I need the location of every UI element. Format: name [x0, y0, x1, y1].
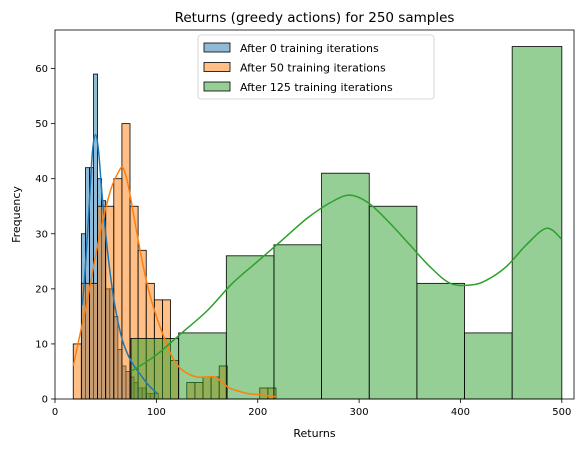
bar-series-1-bin-4 — [105, 205, 115, 400]
x-tick-label-2: 200 — [248, 407, 267, 418]
y-tick-label-2: 20 — [35, 284, 48, 295]
y-axis: 0 10 20 30 40 50 60 — [35, 64, 55, 406]
legend-swatch-2 — [203, 81, 231, 92]
kde-line-series-0 — [81, 133, 158, 395]
x-axis-label: Returns — [293, 427, 336, 440]
kde-layer — [72, 133, 563, 398]
bar-series-1-bin-3 — [97, 205, 107, 400]
kde-line-series-2 — [130, 194, 563, 373]
x-tick-label-0: 0 — [52, 407, 58, 418]
bar-series-2-bin-6 — [416, 282, 465, 400]
y-tick-label-6: 60 — [35, 64, 48, 75]
bar-series-2-bin-2 — [225, 255, 275, 400]
chart-title: Returns (greedy actions) for 250 samples — [175, 10, 455, 26]
x-tick-label-3: 300 — [350, 407, 369, 418]
legend-entry-0: After 0 training iterations — [240, 42, 379, 55]
y-tick-label-3: 30 — [35, 229, 48, 240]
bar-series-2-bin-4 — [321, 172, 370, 400]
bar-series-2-bin-3 — [273, 244, 322, 400]
y-tick-label-0: 0 — [42, 395, 48, 406]
x-tick-label-5: 500 — [552, 407, 571, 418]
bar-series-1-bin-2 — [89, 282, 98, 400]
bar-series-2-bin-7 — [464, 332, 513, 400]
bar-series-1-bin-5 — [113, 178, 123, 400]
bar-series-2-bin-5 — [368, 205, 418, 400]
x-axis: 0 100 200 300 400 500 — [52, 399, 571, 418]
legend: After 0 training iterations After 50 trai… — [197, 34, 435, 100]
bar-series-2-bin-8 — [511, 46, 563, 400]
legend-swatch-1 — [203, 62, 231, 72]
legend-swatch-0 — [203, 42, 231, 53]
y-axis-label: Frequency — [10, 186, 23, 243]
y-tick-label-5: 50 — [35, 119, 48, 130]
y-tick-label-4: 40 — [35, 174, 48, 185]
legend-entry-2: After 125 training iterations — [240, 81, 393, 94]
bar-series-1-bin-0 — [72, 343, 82, 400]
plot-area-frame — [54, 29, 575, 400]
legend-entry-1: After 50 training iterations — [240, 62, 386, 75]
legend-box — [197, 34, 435, 100]
bar-series-2-bin-0 — [130, 338, 180, 400]
y-tick-label-1: 10 — [35, 339, 48, 350]
kde-line-series-1 — [72, 166, 277, 398]
bar-series-2-bin-1 — [178, 332, 227, 400]
x-tick-label-4: 400 — [451, 407, 470, 418]
x-tick-label-1: 100 — [147, 407, 166, 418]
